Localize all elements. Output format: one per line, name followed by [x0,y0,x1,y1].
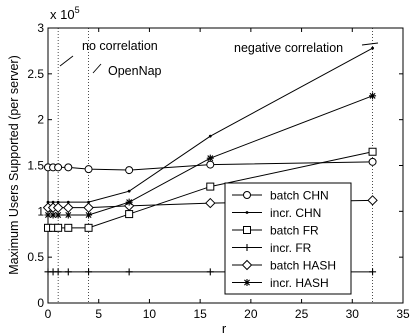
data-point [206,160,215,169]
data-point [127,189,131,193]
data-point [243,226,251,234]
data-point [369,268,377,276]
legend-label: batch FR [270,224,319,238]
data-point [206,268,214,276]
annotation-arrow [361,42,379,46]
data-point [243,191,251,199]
data-point [367,195,378,206]
y-tick-label: 0.5 [27,250,44,264]
legend-label: incr. CHN [270,206,321,220]
y-tick-label: 1 [37,204,44,218]
data-point [84,165,93,174]
data-point [123,200,135,212]
axis-ticks: 0 5 10 15 20 25 30 35 0 0.5 1 1.5 2 2.5 3 [27,21,410,321]
data-point [44,211,52,219]
y-tick-label: 0 [37,296,44,310]
series-layer [42,46,378,276]
data-point [206,154,214,162]
data-point [54,268,62,276]
data-point [208,134,212,138]
x-tick-label: 30 [346,307,360,321]
data-point [56,200,60,204]
annotations: no correlation OpenNap negative correlatio… [59,39,379,78]
data-point [51,200,55,204]
annotation-negative-correlation: negative correlation [234,41,343,55]
data-point [85,268,93,276]
data-point [245,211,249,214]
data-point [243,244,251,251]
annotation-no-correlation: no correlation [82,39,158,53]
data-point [371,46,374,50]
annotation-arrow [59,55,74,67]
x-tick-label: 35 [396,307,410,321]
data-point [54,163,63,172]
data-point [84,223,93,232]
x-axis-label: r [222,321,227,335]
data-point [125,166,134,175]
data-point [54,211,62,219]
annotation-opennap: OpenNap [108,64,162,78]
x-tick-label: 0 [45,307,52,321]
data-point [125,268,133,276]
data-point [125,210,134,219]
data-point [87,200,90,204]
legend-box [224,182,352,295]
series-incr-chn [46,46,374,204]
y-tick-label: 3 [37,21,44,35]
data-point [206,182,215,191]
x-tick-label: 10 [143,307,157,321]
data-point [368,147,377,156]
legend-label: batch CHN [270,189,329,203]
vertical-reference-lines [57,28,373,303]
data-point [369,92,377,100]
x-tick-label: 20 [244,307,258,321]
x-tick-label: 5 [95,307,102,321]
y-axis-label: Maximum Users Supported (per server) [7,55,21,275]
data-point [64,163,73,172]
x-tick-label: 25 [295,307,309,321]
data-point [46,200,50,204]
legend-label: batch HASH [270,259,336,273]
y-multiplier: x 105 [50,5,80,22]
y-tick-label: 1.5 [27,159,44,173]
series-incr-fr [44,268,377,276]
legend-label: incr. FR [270,241,312,255]
legend: batch CHN incr. CHN batch FR incr. FR batch … [224,182,352,295]
y-tick-label: 2 [37,113,44,127]
data-point [66,200,70,204]
legend-label: incr. HASH [270,276,329,290]
series-incr-hash [44,92,377,219]
annotation-arrow [92,63,102,74]
data-point [64,268,72,276]
data-point [241,259,253,271]
series-batch-fr [44,147,377,232]
y-tick-label: 2.5 [27,67,44,81]
data-point [368,157,377,166]
data-point [205,197,216,209]
data-point [64,211,72,219]
data-point [54,223,63,232]
data-point [85,211,93,219]
data-point [49,211,57,219]
data-point [64,223,73,232]
data-point [243,279,251,286]
data-point [125,198,133,206]
x-tick-label: 15 [193,307,207,321]
